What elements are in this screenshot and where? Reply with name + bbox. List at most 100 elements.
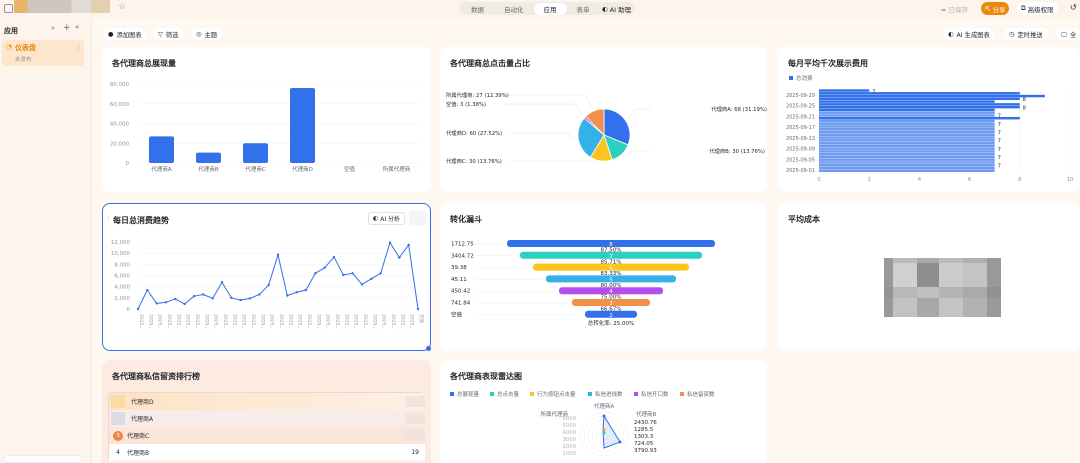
cloud-icon: ☁: [940, 4, 947, 13]
add-chart-label: 添加图表: [116, 31, 142, 39]
filter-button[interactable]: ▽ 筛选: [153, 28, 184, 40]
fullscreen-icon: ▢: [1061, 30, 1067, 38]
cpm-bar-chart: 总消费 0 2 4 6 8 10 2 8 8 7 7 7 7 7 7 7 2025-09-29 2025-09-25…: [786, 74, 1074, 183]
resize-handle[interactable]: [426, 346, 431, 351]
ai-generate-chart-button[interactable]: ◐ AI 生成图表: [943, 28, 995, 40]
x-tick-label: 2025...: [185, 314, 191, 330]
ai-assistant-button[interactable]: ◐ AI 助理: [598, 2, 636, 15]
funnel-bar: [507, 240, 715, 247]
radar-axis-label: 代理商B: [636, 410, 657, 418]
ai-assistant-label: AI 助理: [609, 5, 632, 14]
data-point: [192, 294, 196, 298]
sidebar-toggle-icon[interactable]: [4, 4, 13, 13]
data-point: [323, 266, 326, 269]
card-cpm[interactable]: 每月平均千次展示费用 总消费 0 2 4 6 8 10 2 8 8 7 7 7 7 7 7 7 2025-09-2…: [778, 47, 1080, 192]
radar-value-label: 1285.5: [634, 427, 654, 433]
data-point: [314, 272, 317, 275]
ranking-value-redacted: [405, 396, 425, 407]
card-title: 各代理商表现雷达图: [450, 372, 522, 381]
ranking-row[interactable]: 4 代理商B 19: [109, 444, 425, 461]
ranking-value-redacted: [405, 413, 425, 424]
history-icon[interactable]: ↺: [1070, 3, 1077, 12]
x-tick-label: 6: [968, 177, 972, 183]
x-tick-label: 2025...: [297, 314, 303, 330]
card-daily-spend[interactable]: ⋮ 每日总消费趋势 ◐ AI 分析 0 2,000 4,000 6,000 8,000 10…: [102, 203, 431, 351]
dashboard-icon: ◔: [6, 43, 13, 51]
radar-chart: 总展现量 总点击量 行为按钮点击量 私信进线数 私信开口数 私信留资数 6000500040…: [450, 390, 715, 461]
pie-slice: [603, 108, 631, 146]
x-tick-label: 2025...: [138, 314, 144, 330]
card-clicks[interactable]: 各代理商总点击量占比 代理商A: 68 (31.19%) 代理商B: 30 (13…: [440, 47, 767, 192]
ai-analyze-button[interactable]: ◐ AI 分析: [368, 212, 406, 225]
pie-label: 代理商B: 30 (13.76%): [709, 147, 765, 155]
bar: [819, 89, 870, 92]
collapse-icon[interactable]: «: [75, 23, 80, 31]
add-chart-button[interactable]: ● 添加图表: [103, 28, 147, 40]
ranking-row[interactable]: 代理商A: [109, 410, 425, 427]
tab-forms[interactable]: 表单: [576, 5, 590, 14]
radar-tick: 3000: [563, 437, 577, 443]
ranking-row[interactable]: 代理商D: [109, 393, 425, 410]
bar: [819, 116, 1020, 120]
ai-icon: ◐: [602, 4, 608, 13]
tab-data[interactable]: 数据: [471, 5, 484, 14]
tab-apps[interactable]: 应用: [533, 2, 567, 15]
advanced-permissions-label: 高级权限: [1027, 5, 1054, 14]
stage-value: 6: [609, 266, 613, 272]
bar: [819, 108, 995, 112]
bar: [819, 161, 995, 164]
funnel-bar: [520, 251, 702, 259]
legend-swatch: [588, 392, 592, 396]
y-tick-label: 2025-09-05: [786, 157, 815, 163]
scheduled-push-button[interactable]: ◷ 定时推送: [1004, 28, 1048, 40]
data-point: [211, 297, 214, 300]
card-funnel[interactable]: 转化漏斗 1712.75 8 87.50% 3404.72 7 85.71% 39.38 6 8…: [440, 203, 767, 351]
bar: [819, 111, 995, 114]
more-icon[interactable]: ⋮: [75, 43, 82, 51]
daily-line-chart: 0 2,000 4,000 6,000 8,000 10,000 12,000 2025...…: [111, 240, 425, 330]
data-point: [202, 293, 205, 296]
y-tick-label: 2025-09-09: [786, 147, 815, 153]
leader-line: [504, 94, 594, 109]
card-impressions[interactable]: 各代理商总展现量 0 20,000 40,000 60,000 80,000 代理商A 代理…: [102, 47, 431, 192]
data-point: [286, 294, 289, 297]
data-point: [230, 296, 233, 300]
bar: [819, 105, 1020, 109]
radar-tick: 4000: [563, 430, 577, 436]
fullscreen-button[interactable]: ▢ 全: [1056, 28, 1080, 40]
ranking-row[interactable]: 3 代理商C: [109, 427, 425, 444]
y-tick-label: 80,000: [110, 82, 130, 88]
x-tick-label: 2025...: [231, 314, 237, 330]
data-point: [174, 297, 177, 301]
leader-line: [623, 150, 650, 157]
stage-value: 2: [609, 313, 613, 319]
sidebar-item-status: 未发布: [15, 57, 32, 63]
x-tick-label: 2025...: [222, 314, 228, 330]
legend-swatch: [789, 76, 793, 80]
star-icon[interactable]: ☆: [118, 2, 127, 12]
share-button[interactable]: ⇱ 分享: [981, 2, 1010, 15]
search-icon[interactable]: ⌕: [51, 24, 55, 32]
ranking-value-redacted: [405, 430, 425, 441]
radar-value-label: 724.05: [634, 441, 654, 447]
card-avg-cost[interactable]: 平均成本: [778, 203, 1080, 351]
theme-button[interactable]: ◎ 主题: [191, 28, 223, 40]
drag-handle-icon[interactable]: ⋮: [105, 215, 112, 223]
ai-analyze-label: AI 分析: [380, 216, 401, 223]
bar: [819, 100, 995, 103]
card-radar[interactable]: 各代理商表现雷达图 总展现量 总点击量 行为按钮点击量 私信进线数 私信开口数 私信留资数…: [440, 360, 767, 463]
advanced-permissions-button[interactable]: ⧉ 高级权限: [1017, 2, 1058, 15]
card-menu-redacted[interactable]: [409, 211, 426, 226]
card-ranking[interactable]: 各代理商私信留资排行榜 代理商D 代理商A 3 代理商C 4 代理商B 19: [102, 360, 431, 463]
add-icon[interactable]: +: [63, 23, 71, 33]
sidebar-item-dashboard[interactable]: ◔ 仪表盘 未发布 ⋮: [2, 40, 84, 66]
radar-point: [602, 431, 606, 435]
bar: [819, 128, 995, 131]
legend-label: 行为按钮点击量: [537, 390, 576, 398]
tab-automation[interactable]: 自动化: [504, 5, 524, 14]
bar-value-label: 7: [998, 147, 1001, 153]
data-point: [276, 253, 280, 257]
bar-value-label: 2: [872, 89, 875, 95]
data-point: [388, 241, 392, 244]
ranking-name: 代理商B: [127, 450, 150, 457]
